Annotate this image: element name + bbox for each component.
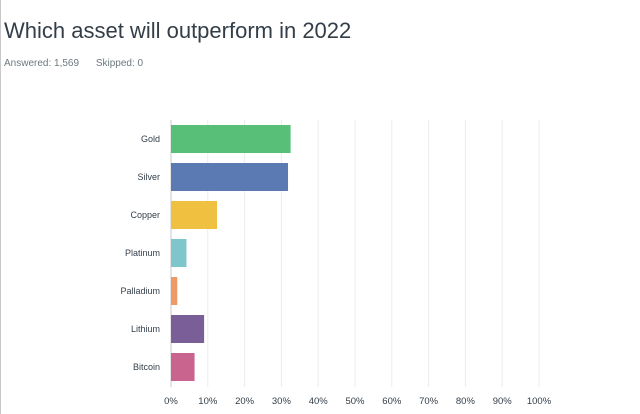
- x-tick-label: 70%: [419, 396, 439, 407]
- x-tick-label: 10%: [198, 396, 218, 407]
- skipped-label: Skipped:: [95, 58, 135, 69]
- category-labels: Gold Silver Copper Platinum Palladium Lithium…: [120, 134, 160, 372]
- x-tick-label: 0%: [164, 396, 178, 407]
- bar-silver[interactable]: [171, 163, 289, 191]
- category-label-lithium: Lithium: [131, 324, 160, 334]
- x-tick-label: 50%: [345, 396, 365, 407]
- response-stats: Answered: 1,569 Skipped: 0: [4, 58, 157, 69]
- question-title: Which asset will outperform in 2022: [4, 18, 352, 43]
- bar-platinum[interactable]: [171, 239, 187, 267]
- left-border: [0, 0, 1, 414]
- skipped-value: 0: [137, 58, 144, 69]
- x-tick-label: 80%: [456, 396, 476, 407]
- category-label-silver: Silver: [137, 172, 160, 182]
- category-label-platinum: Platinum: [125, 248, 160, 258]
- answered-count: Answered: 1,569: [4, 58, 79, 69]
- x-axis-tick-labels: 0% 10% 20% 30% 40% 50% 60% 70% 80% 90% 100%: [164, 396, 552, 407]
- x-tick-label: 40%: [309, 396, 329, 407]
- category-label-gold: Gold: [141, 134, 160, 144]
- grid-lines: [170, 120, 540, 387]
- x-tick-label: 20%: [235, 396, 255, 407]
- x-tick-label: 60%: [382, 396, 402, 407]
- skipped-count: Skipped: 0: [96, 58, 143, 69]
- answered-value: 1,569: [54, 58, 80, 69]
- x-tick-label: 90%: [493, 396, 513, 407]
- x-tick-label: 100%: [527, 396, 552, 407]
- x-tick-label: 30%: [272, 396, 292, 407]
- category-label-copper: Copper: [130, 210, 160, 220]
- category-label-bitcoin: Bitcoin: [133, 362, 160, 372]
- bar-lithium[interactable]: [171, 315, 205, 343]
- bar-palladium[interactable]: [171, 277, 178, 305]
- category-label-palladium: Palladium: [120, 286, 160, 296]
- bar-gold[interactable]: [171, 125, 291, 153]
- answered-label: Answered:: [4, 58, 52, 69]
- bar-bitcoin[interactable]: [171, 353, 195, 381]
- bar-copper[interactable]: [171, 201, 217, 229]
- bars: [171, 125, 291, 381]
